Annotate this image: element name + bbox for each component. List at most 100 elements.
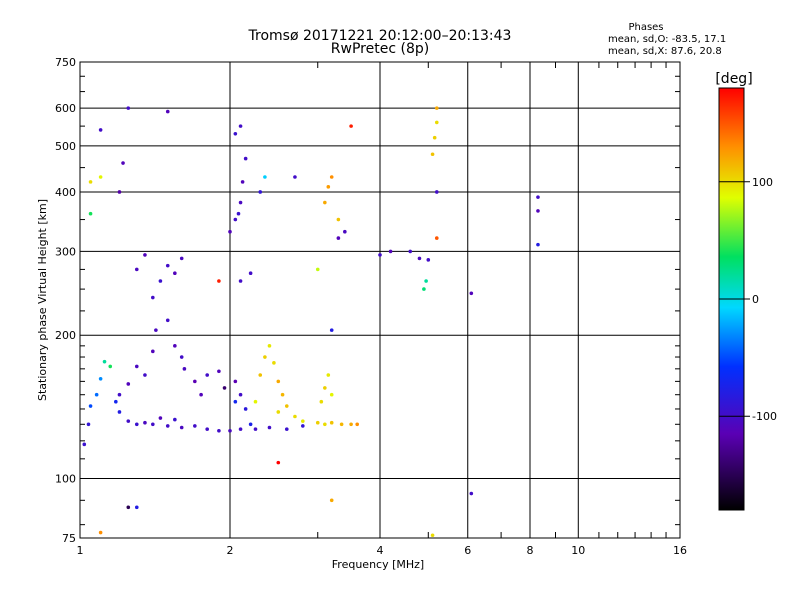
scatter-point [134,422,139,427]
scatter-point [263,175,267,179]
scatter-point [236,211,241,216]
scatter-point [238,392,243,397]
scatter-point [102,359,107,364]
scatter-point [329,328,334,332]
scatter-point [98,175,103,179]
colorbar-tick-label: -100 [752,410,777,423]
scatter-point [82,442,87,447]
scatter-point [248,422,253,427]
scatter-point [117,410,122,414]
scatter-point [417,256,422,261]
scatter-point [217,428,221,433]
x-tick-label: 8 [527,544,534,557]
scatter-point [108,364,113,369]
scatter-point [165,318,170,323]
scatter-point [267,425,272,430]
axis-ticks: 1 2 4 6 8 10 16 75 100 200 300 400 500 600 750 [55,56,687,557]
scatter-point [388,249,393,254]
scatter-point [154,328,158,332]
scatter-point [117,190,122,194]
scatter-point [126,419,131,423]
scatter-point [536,195,540,199]
x-tick-label: 10 [571,544,585,557]
x-tick-label: 2 [227,544,234,557]
scatter-point [276,410,281,414]
scatter-point [284,404,289,408]
scatter-point [134,364,139,369]
scatter-point [536,242,540,247]
scatter-point [151,295,155,300]
y-tick-label: 200 [55,329,76,342]
scatter-point [329,498,334,503]
scatter-point [329,420,334,425]
scatter-point [134,505,139,510]
scatter-point [336,236,341,240]
x-axis-label: Frequency [MHz] [332,558,424,571]
scatter-point [343,229,347,234]
scatter-point [238,427,243,431]
scatter-point [536,209,540,213]
scatter-point [248,271,253,276]
scatter-point [173,344,177,348]
colorbar-tick-label: 0 [752,293,759,306]
scatter-point [422,287,426,291]
scatter-point [253,427,258,431]
scatter-point [430,152,435,157]
x-tick-label: 6 [464,544,471,557]
scatter-point [280,392,285,397]
scatter-point [205,427,209,431]
x-tick-label: 1 [77,544,84,557]
scatter-point [432,135,437,140]
scatter-point [121,161,125,165]
scatter-point [258,373,263,377]
scatter-point [182,367,187,371]
scatter-point [117,392,122,397]
scatter-point [134,267,139,272]
scatter-point [179,425,184,430]
scatter-point [238,124,243,128]
scatter-point [378,253,382,257]
scatter-point [469,291,474,296]
scatter-point [126,505,131,510]
scatter-point [98,377,103,381]
scatter-point [329,175,334,179]
scatter-point [276,379,281,384]
scatter-point [434,190,439,194]
scatter-point [426,258,431,262]
scatter-point [424,279,428,283]
scatter-point [114,399,118,404]
scatter-point [94,392,99,397]
scatter-point [88,180,93,184]
scatter-point [173,271,177,276]
scatter-point [151,422,155,427]
scatter-point [238,200,243,205]
scatter-point [143,373,147,377]
scatter-point [179,256,184,261]
scatter-point [158,279,163,283]
scatter-point [301,424,305,428]
plot-frame [79,61,681,539]
y-tick-label: 300 [55,245,76,258]
scatter-point [293,414,297,419]
scatter-point [217,279,221,283]
scatter-point [323,200,327,205]
scatter-point [258,190,263,194]
scatter-point [165,263,170,268]
scatter-point [179,355,184,359]
phases-annotation-line1: mean, sd,O: -83.5, 17.1 [608,34,726,45]
scatter-point [355,422,359,427]
scatter-point [88,404,93,408]
scatter-point [193,379,197,384]
scatter-point [315,267,320,272]
y-tick-label: 500 [55,140,76,153]
colorbar-tick-label: 100 [752,176,773,189]
scatter-point [193,424,197,428]
y-tick-label: 400 [55,186,76,199]
y-tick-label: 75 [62,532,76,545]
axes-frame [79,61,681,539]
scatter-point [217,369,221,374]
scatter-point [326,185,331,189]
scatter-point [233,379,238,384]
scatter-point [165,109,170,114]
